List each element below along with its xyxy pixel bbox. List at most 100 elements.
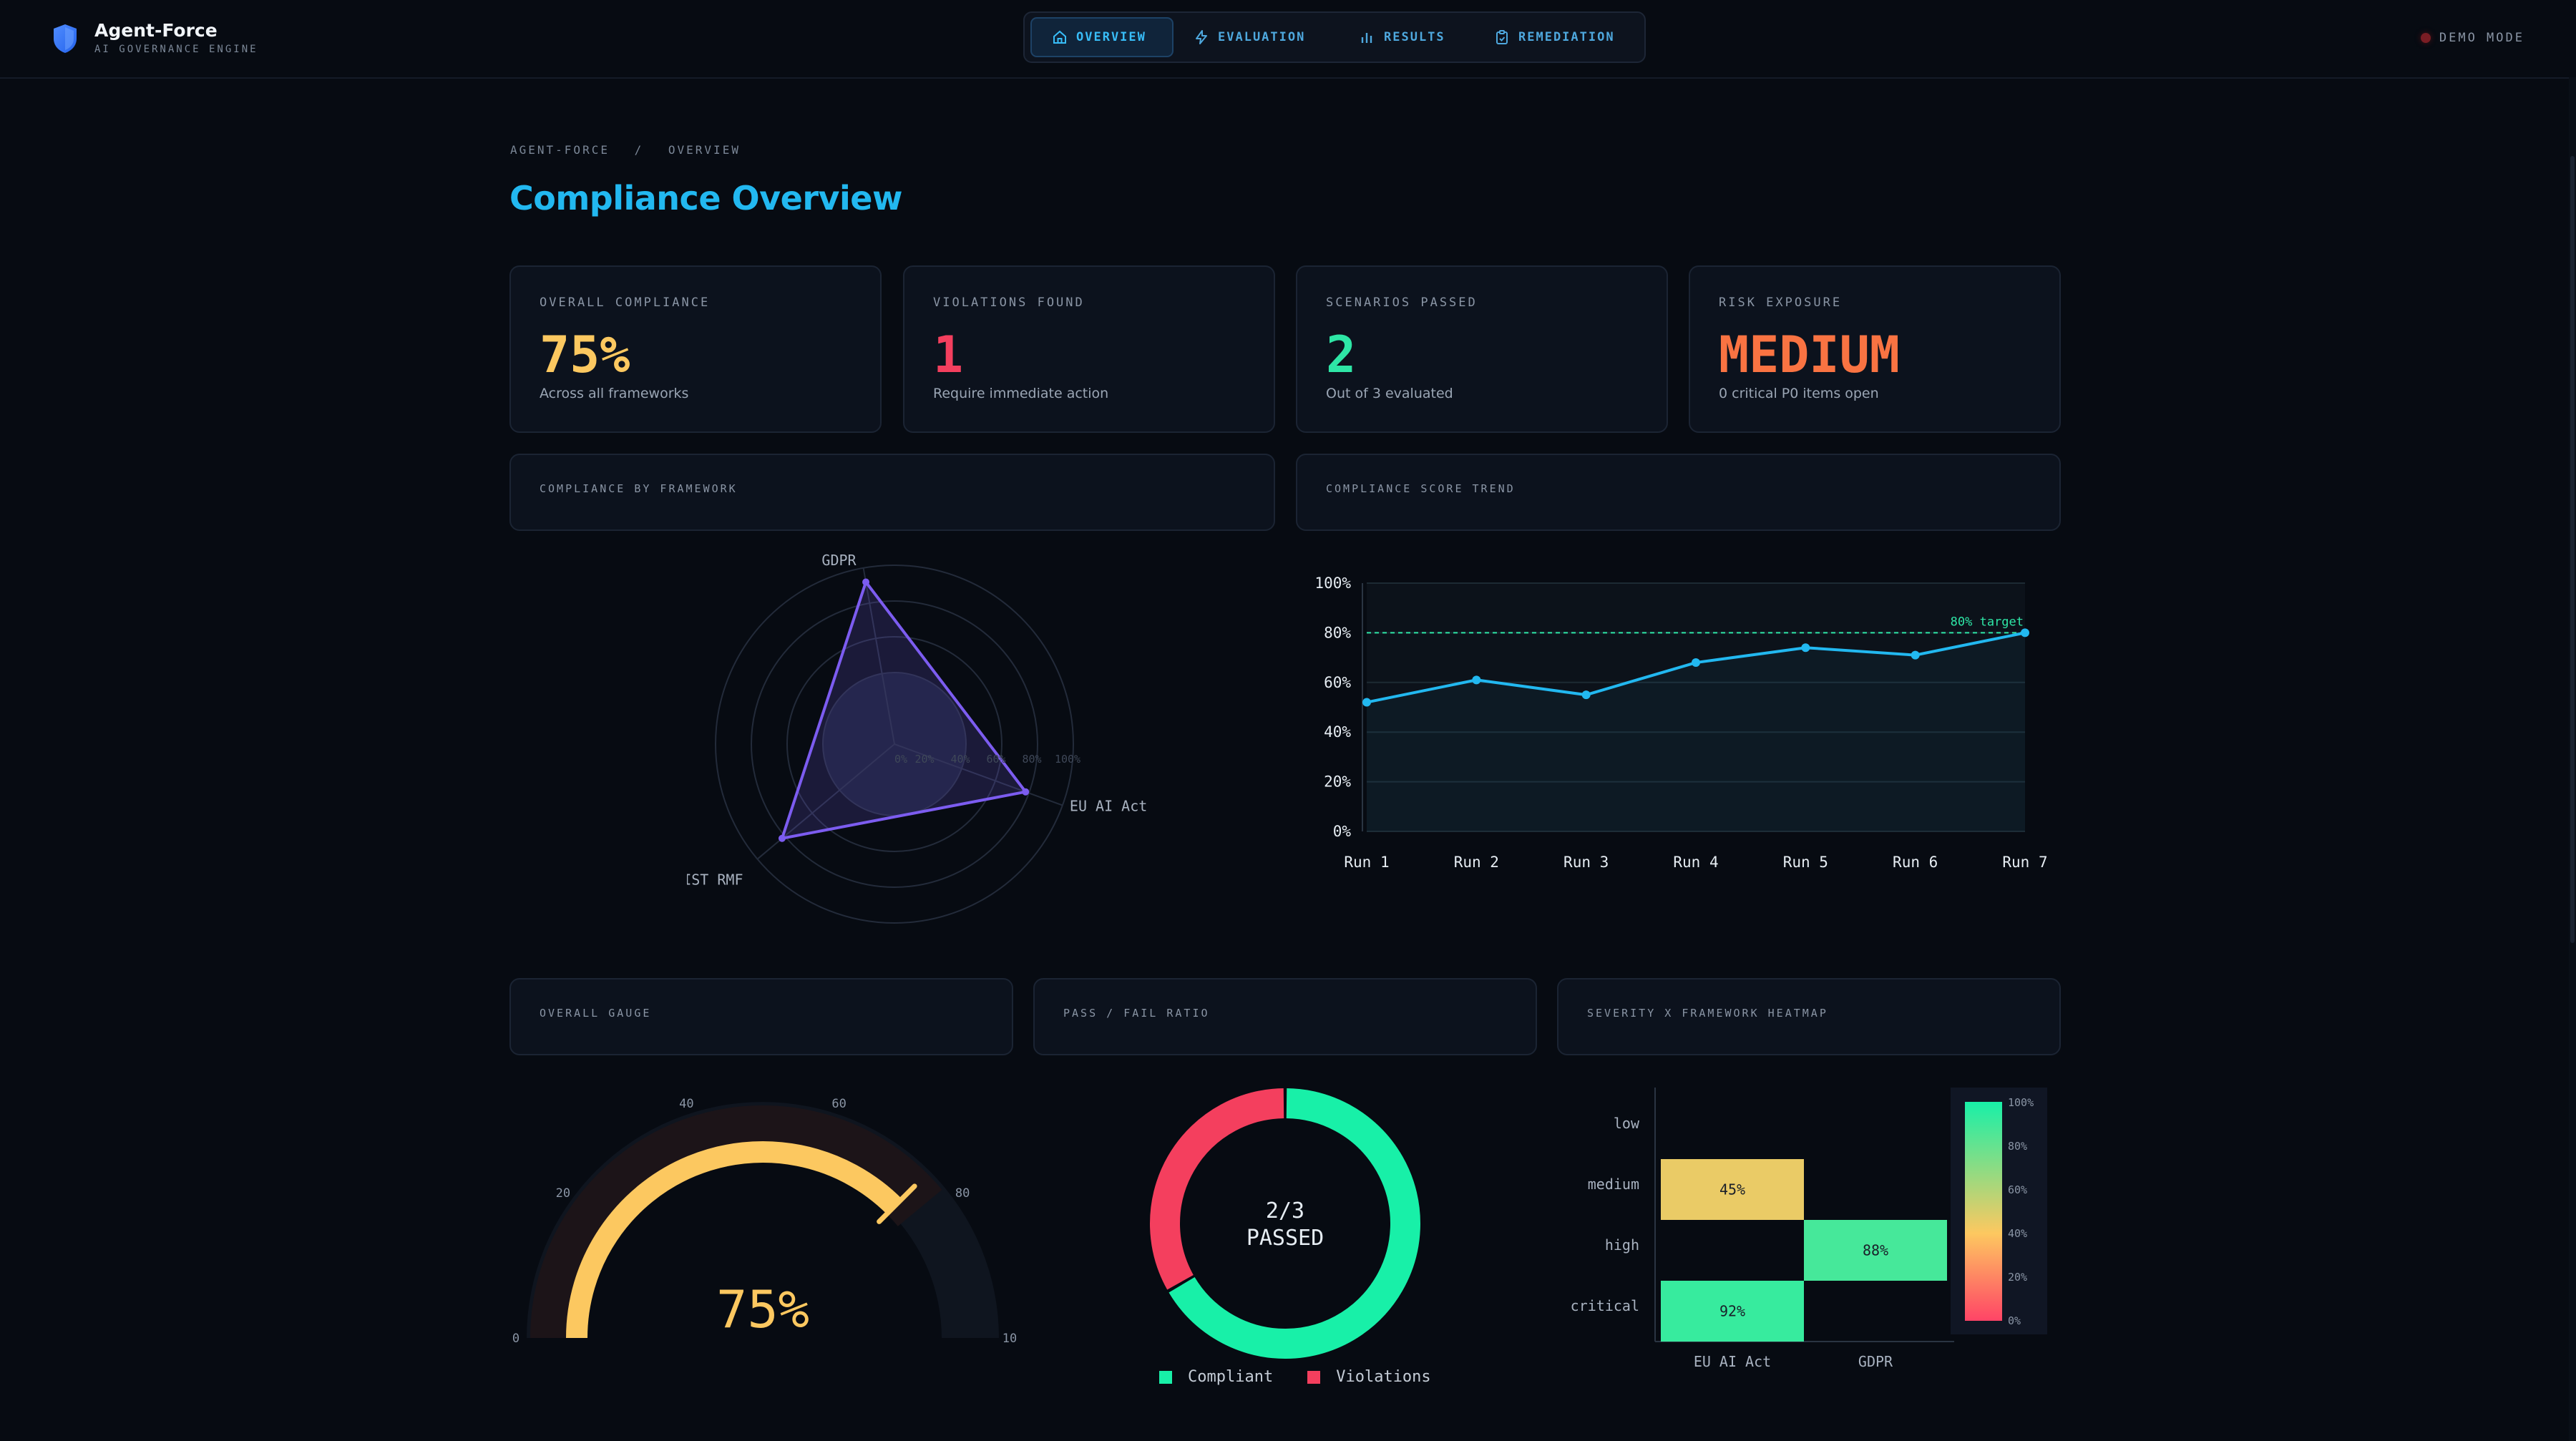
brand[interactable]: Agent-Force AI GOVERNANCE ENGINE bbox=[52, 19, 258, 59]
gauge-needle bbox=[877, 1183, 917, 1224]
radar-chart: 0% 20% 40% 60% 80% 100% GDPR EU AI Act NIST RMF bbox=[687, 552, 1147, 924]
x-tick-label: Run 2 bbox=[1454, 854, 1499, 871]
panel-compliance-score-trend: COMPLIANCE SCORE TREND bbox=[1296, 454, 2061, 531]
heatmap-chart: low medium high critical EU AI Act GDPR 45% 88%… bbox=[1571, 1088, 2047, 1370]
x-tick-label: Run 3 bbox=[1563, 854, 1609, 871]
radar-grid-ring bbox=[751, 600, 1038, 888]
plot-area bbox=[1367, 583, 2025, 831]
colorbar bbox=[1965, 1102, 2002, 1321]
gauge-tick-label: 60 bbox=[831, 1097, 846, 1111]
radar-point bbox=[862, 578, 870, 586]
panel-title: SEVERITY X FRAMEWORK HEATMAP bbox=[1587, 1007, 1828, 1020]
y-tick-label: 20% bbox=[1324, 773, 1351, 791]
donut-center-value: 2/3 bbox=[1266, 1198, 1304, 1223]
kpi-card-risk: RISK EXPOSURE MEDIUM 0 critical P0 items… bbox=[1689, 265, 2061, 433]
nav-tab-overview[interactable]: OVERVIEW bbox=[1030, 17, 1174, 57]
clipboard-icon bbox=[1496, 30, 1508, 44]
kpi-sub: Across all frameworks bbox=[540, 386, 689, 401]
radar-tick-label: 40% bbox=[950, 753, 970, 766]
gauge-tick-label: 40 bbox=[679, 1097, 693, 1111]
breadcrumb-current: OVERVIEW bbox=[668, 143, 741, 157]
gauge-tick-label: 0 bbox=[512, 1332, 519, 1346]
donut-center-label: PASSED bbox=[1246, 1226, 1324, 1251]
heatmap-col-label: GDPR bbox=[1858, 1353, 1893, 1370]
kpi-label: OVERALL COMPLIANCE bbox=[540, 295, 711, 310]
line-area-fill bbox=[1367, 632, 2025, 831]
heatmap-cell-label: 45% bbox=[1719, 1181, 1745, 1198]
nav-tab-evaluation[interactable]: EVALUATION bbox=[1194, 17, 1322, 57]
radar-tick-label: 80% bbox=[1022, 753, 1041, 766]
legend-swatch-violations bbox=[1307, 1370, 1321, 1384]
heatmap-cell bbox=[1661, 1281, 1804, 1342]
gauge-value-label: 75% bbox=[716, 1279, 809, 1339]
line-point bbox=[1801, 643, 1810, 653]
panel-overall-gauge: OVERALL GAUGE bbox=[509, 978, 1013, 1055]
panel-title: COMPLIANCE BY FRAMEWORK bbox=[540, 482, 738, 495]
panel-title: COMPLIANCE SCORE TREND bbox=[1326, 482, 1516, 495]
gauge-zone bbox=[530, 1105, 942, 1339]
status-dot-icon bbox=[2420, 33, 2431, 43]
nav-tab-results[interactable]: RESULTS bbox=[1360, 17, 1474, 57]
heatmap-row-label: low bbox=[1614, 1115, 1640, 1132]
gauge-value-arc bbox=[566, 1141, 902, 1339]
x-tick-label: Run 1 bbox=[1344, 854, 1389, 871]
legend-label-compliant: Compliant bbox=[1188, 1368, 1274, 1386]
panel-severity-heatmap: SEVERITY X FRAMEWORK HEATMAP bbox=[1557, 978, 2061, 1055]
home-icon bbox=[1053, 30, 1066, 44]
x-tick-label: Run 5 bbox=[1783, 854, 1828, 871]
radar-axis-line bbox=[862, 567, 895, 745]
kpi-sub: Out of 3 evaluated bbox=[1326, 386, 1453, 401]
kpi-label: SCENARIOS PASSED bbox=[1326, 295, 1478, 310]
heatmap-cell bbox=[1804, 1220, 1947, 1281]
line-chart: 0% 20% 40% 60% 80% 100% Run 1 Run 2 Run 3 Run 4 Ru… bbox=[1314, 575, 2046, 871]
radar-point bbox=[1022, 788, 1030, 796]
kpi-label: RISK EXPOSURE bbox=[1719, 295, 1843, 310]
demo-mode-label: DEMO MODE bbox=[2439, 31, 2524, 45]
kpi-card-scenarios: SCENARIOS PASSED 2 Out of 3 evaluated bbox=[1296, 265, 1668, 433]
demo-mode-indicator[interactable]: DEMO MODE bbox=[2420, 27, 2524, 49]
kpi-sub: 0 critical P0 items open bbox=[1719, 386, 1879, 401]
page-title: Compliance Overview bbox=[509, 179, 902, 218]
radar-tick-label: 100% bbox=[1055, 753, 1080, 766]
colorbar-tick-label: 20% bbox=[2008, 1271, 2027, 1284]
radar-grid-ring bbox=[715, 565, 1074, 924]
legend-swatch-compliant bbox=[1159, 1370, 1172, 1384]
y-tick-label: 60% bbox=[1324, 674, 1351, 691]
donut-legend: Compliant Violations bbox=[1159, 1368, 1431, 1386]
line-point bbox=[1362, 698, 1371, 707]
legend-label-violations: Violations bbox=[1336, 1368, 1431, 1386]
line-point bbox=[2021, 628, 2029, 638]
brand-tagline: AI GOVERNANCE ENGINE bbox=[94, 44, 258, 55]
shield-icon bbox=[54, 24, 77, 53]
scrollbar[interactable] bbox=[2569, 77, 2576, 1441]
nav-tab-remediation[interactable]: REMEDIATION bbox=[1494, 17, 1644, 57]
line-point bbox=[1911, 650, 1920, 660]
heatmap-row-label: critical bbox=[1571, 1297, 1639, 1314]
breadcrumb-root[interactable]: AGENT-FORCE bbox=[510, 143, 610, 157]
y-tick-label: 80% bbox=[1324, 624, 1351, 641]
donut-slice-violations bbox=[1150, 1088, 1284, 1290]
donut-slice-compliant bbox=[1169, 1088, 1420, 1359]
radar-axis-line bbox=[894, 743, 1063, 806]
y-tick-label: 0% bbox=[1333, 823, 1352, 840]
radar-point bbox=[778, 834, 786, 842]
panel-compliance-by-framework: COMPLIANCE BY FRAMEWORK bbox=[509, 454, 1275, 531]
colorbar-tick-label: 40% bbox=[2008, 1227, 2027, 1240]
kpi-value: 1 bbox=[933, 326, 964, 384]
radar-tick-label: 20% bbox=[914, 753, 934, 766]
gauge-tick-label: 20 bbox=[556, 1186, 570, 1201]
scrollbar-thumb[interactable] bbox=[2570, 156, 2575, 943]
kpi-value: MEDIUM bbox=[1719, 326, 1900, 384]
main-nav: OVERVIEW EVALUATION RESULTS REMEDIATION bbox=[1023, 11, 1646, 63]
radar-axis-label: GDPR bbox=[821, 552, 857, 569]
breadcrumb: AGENT-FORCE / OVERVIEW bbox=[510, 143, 756, 157]
radar-tick-label: 60% bbox=[986, 753, 1005, 766]
gauge-tick-label: 80 bbox=[955, 1186, 970, 1201]
line-point bbox=[1581, 690, 1591, 700]
lightning-icon bbox=[1196, 30, 1207, 44]
line-point bbox=[1692, 658, 1700, 668]
kpi-label: VIOLATIONS FOUND bbox=[933, 295, 1085, 310]
gauge-chart: 0 20 40 60 80 10 75% bbox=[512, 1097, 1016, 1346]
nav-tab-label: EVALUATION bbox=[1218, 30, 1306, 44]
target-label: 80% target bbox=[1951, 615, 2024, 629]
